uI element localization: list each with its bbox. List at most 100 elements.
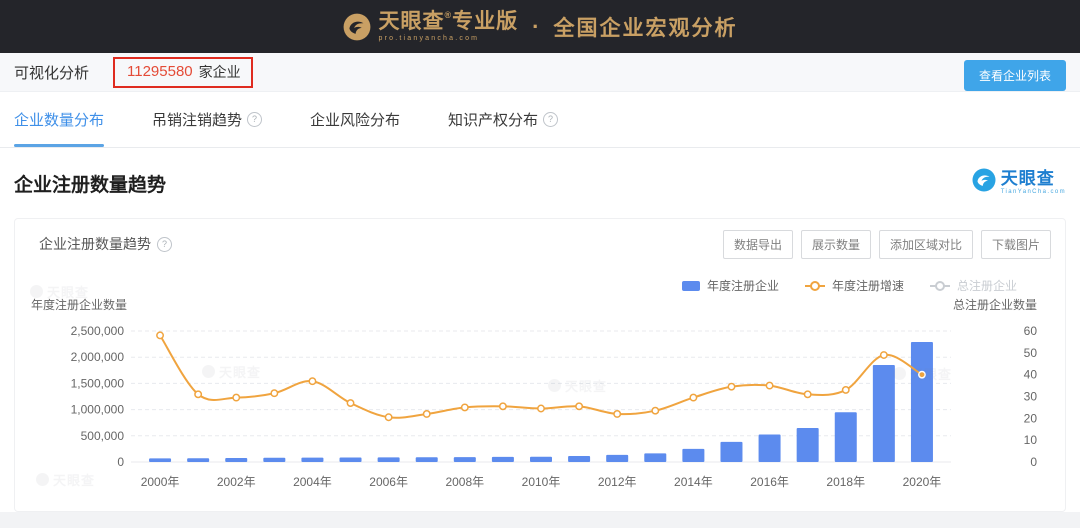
svg-text:1,000,000: 1,000,000 (71, 403, 125, 417)
section-header: 企业注册数量趋势 天眼查 TianYanCha.com (0, 160, 1080, 208)
chart-legend: 年度注册企业 年度注册增速 总注册企业 (681, 277, 1017, 294)
chart-card-title: 企业注册数量趋势 (39, 236, 151, 252)
page-background-strip (0, 512, 1080, 528)
tab-revocation-cancellation-trend[interactable]: 吊销注销趋势 ? (152, 92, 263, 147)
svg-text:2002年: 2002年 (217, 475, 256, 489)
bar-2004年 (301, 457, 324, 462)
corner-logo-domain: TianYanCha.com (1000, 189, 1066, 195)
bar-2000年 (149, 458, 172, 462)
bar-2012年 (606, 454, 629, 462)
svg-text:0: 0 (117, 455, 124, 469)
tab-label: 吊销注销趋势 (152, 112, 243, 129)
bar-2006年 (377, 457, 400, 462)
bar-2017年 (796, 427, 819, 462)
svg-text:2006年: 2006年 (369, 475, 408, 489)
enterprise-count: 11295580 (127, 63, 193, 80)
legend-label: 年度注册增速 (831, 279, 904, 293)
registered-mark: ® (444, 10, 453, 20)
svg-text:2012年: 2012年 (598, 475, 637, 489)
chart-canvas[interactable]: 0 500,000 1,000,000 1,500,000 2,000,000 2,500… (15, 297, 1067, 513)
legend-label: 年度注册企业 (706, 279, 779, 293)
section-title: 企业注册数量趋势 (14, 175, 167, 196)
chart-card: 企业注册数量趋势 ? 数据导出 展示数量 添加区域对比 下载图片 年度注册企业 … (14, 218, 1066, 512)
svg-text:年度注册企业数量: 年度注册企业数量 (31, 297, 127, 312)
line-point-2000年 (156, 331, 164, 340)
line-point-2018年 (841, 386, 850, 394)
bar-2014年 (682, 448, 705, 462)
chart-card-header: 企业注册数量趋势 ? (39, 234, 172, 254)
tianyancha-gold-logo-icon (343, 13, 371, 41)
download-image-button[interactable]: 下载图片 (980, 230, 1051, 259)
help-icon: ? (543, 112, 559, 127)
brand-logo: 天眼查®专业版 pro.tianyancha.com (343, 11, 519, 42)
help-icon: ? (247, 112, 263, 127)
line-point-2011年 (575, 402, 584, 411)
view-enterprise-list-button[interactable]: 查看企业列表 (963, 60, 1066, 91)
line-point-2015年 (727, 382, 736, 391)
bar-2019年 (872, 365, 895, 462)
svg-text:2020年: 2020年 (903, 475, 942, 489)
line-point-2008年 (460, 403, 469, 412)
svg-text:2,000,000: 2,000,000 (71, 350, 125, 364)
svg-text:40: 40 (1024, 368, 1038, 382)
data-export-button[interactable]: 数据导出 (722, 230, 793, 259)
line-point-2016年 (765, 381, 774, 390)
tianyancha-blue-logo-icon (972, 168, 996, 197)
visualization-label: 可视化分析 (14, 64, 90, 82)
bar-2008年 (453, 457, 476, 462)
brand-edition: 专业版 (452, 10, 519, 33)
bar-2002年 (225, 458, 248, 462)
line-point-2002年 (232, 393, 241, 402)
line-point-2012年 (613, 410, 622, 418)
legend-item-annual-registered[interactable]: 年度注册企业 (681, 277, 779, 294)
tab-enterprise-risk-distribution[interactable]: 企业风险分布 (310, 92, 400, 147)
line-point-2001年 (194, 390, 203, 399)
svg-text:2000年: 2000年 (141, 475, 180, 489)
line-series-swatch-icon (804, 280, 825, 291)
bar-2013年 (644, 453, 667, 462)
add-region-compare-button[interactable]: 添加区域对比 (878, 230, 973, 259)
tab-enterprise-quantity-distribution[interactable]: 企业数量分布 (14, 92, 105, 147)
help-icon[interactable]: ? (157, 236, 172, 252)
line-point-2010年 (537, 404, 545, 413)
tab-label: 企业风险分布 (310, 112, 401, 129)
tab-label: 企业数量分布 (14, 112, 105, 129)
svg-text:2004年: 2004年 (293, 475, 332, 489)
tianyancha-blue-logo: 天眼查 TianYanCha.com (972, 168, 1066, 197)
svg-text:60: 60 (1024, 324, 1038, 338)
svg-text:30: 30 (1024, 390, 1038, 404)
disabled-line-series-swatch-icon (929, 280, 950, 291)
display-quantity-button[interactable]: 展示数量 (800, 230, 871, 259)
line-point-2007年 (422, 410, 431, 418)
legend-item-annual-growth-rate[interactable]: 年度注册增速 (804, 277, 904, 294)
line-point-2020年 (918, 370, 926, 379)
brand-domain: pro.tianyancha.com (378, 35, 480, 42)
brand-text: 天眼查®专业版 pro.tianyancha.com (378, 10, 519, 43)
line-point-2005年 (346, 399, 355, 408)
svg-text:2008年: 2008年 (445, 475, 484, 489)
svg-text:2016年: 2016年 (750, 475, 789, 489)
tab-label: 知识产权分布 (448, 112, 539, 129)
tab-intellectual-property-distribution[interactable]: 知识产权分布 ? (448, 92, 559, 147)
svg-text:2,500,000: 2,500,000 (71, 324, 125, 338)
line-point-2003年 (270, 389, 279, 398)
bar-2010年 (530, 456, 552, 462)
visualization-toolbar: 可视化分析 11295580 家企业 查看企业列表 (0, 53, 1080, 92)
line-point-2013年 (651, 406, 660, 415)
enterprise-count-highlight-box: 11295580 家企业 (113, 56, 253, 88)
line-point-2017年 (803, 390, 812, 399)
chart-toolbar: 数据导出 展示数量 添加区域对比 下载图片 (722, 230, 1051, 259)
bar-2001年 (187, 458, 210, 462)
line-point-2014年 (689, 393, 698, 402)
bar-2018年 (834, 412, 857, 462)
svg-text:500,000: 500,000 (81, 429, 125, 443)
svg-text:2010年: 2010年 (522, 475, 561, 489)
enterprise-count-suffix: 家企业 (198, 63, 241, 80)
bar-2003年 (263, 457, 286, 462)
app-header: 天眼查®专业版 pro.tianyancha.com · 全国企业宏观分析 (0, 0, 1080, 53)
legend-item-total-registered[interactable]: 总注册企业 (929, 277, 1017, 294)
svg-text:2018年: 2018年 (826, 475, 865, 489)
corner-logo-name: 天眼查 (1000, 169, 1055, 188)
line-point-2009年 (498, 402, 507, 411)
